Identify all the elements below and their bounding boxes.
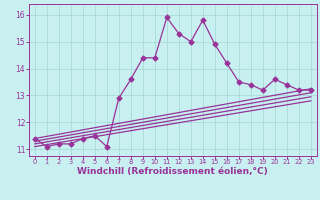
- X-axis label: Windchill (Refroidissement éolien,°C): Windchill (Refroidissement éolien,°C): [77, 167, 268, 176]
